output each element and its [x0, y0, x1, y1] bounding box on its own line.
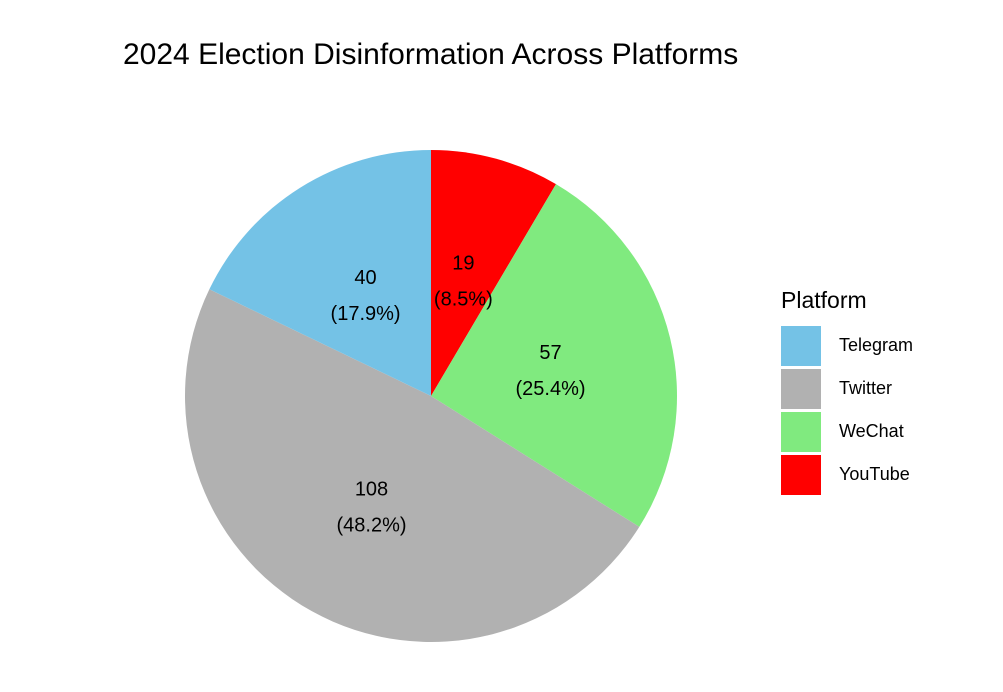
legend-item-youtube: YouTube [781, 453, 913, 496]
legend-swatch [781, 368, 821, 409]
legend-label: Twitter [839, 378, 893, 398]
chart-title: 2024 Election Disinformation Across Plat… [123, 38, 739, 71]
legend-item-twitter: Twitter [781, 367, 913, 410]
slice-percent-label: (48.2%) [336, 515, 406, 537]
pie-slice-twitter [185, 289, 640, 642]
legend-swatch [781, 454, 821, 495]
pie-slice-youtube [431, 150, 556, 396]
slice-value-label: 108 [355, 479, 388, 501]
slice-value-label: 57 [539, 342, 561, 364]
slice-value-label: 19 [452, 252, 474, 274]
legend-swatch [781, 411, 821, 452]
legend-label: YouTube [839, 464, 910, 484]
legend-label: Telegram [839, 335, 914, 355]
legend: Platform Telegram Twitter WeChat YouTube [781, 287, 913, 496]
legend-item-telegram: Telegram [781, 324, 913, 367]
slice-percent-label: (17.9%) [331, 303, 401, 325]
slice-value-label: 40 [354, 267, 376, 289]
legend-title: Platform [781, 287, 867, 313]
slice-percent-label: (8.5%) [434, 288, 493, 310]
legend-item-wechat: WeChat [781, 410, 913, 453]
pie-slice-wechat [431, 184, 677, 527]
pie-slice-telegram [209, 150, 431, 396]
legend-swatch [781, 325, 821, 366]
slice-percent-label: (25.4%) [516, 378, 586, 400]
legend-label: WeChat [839, 421, 904, 441]
